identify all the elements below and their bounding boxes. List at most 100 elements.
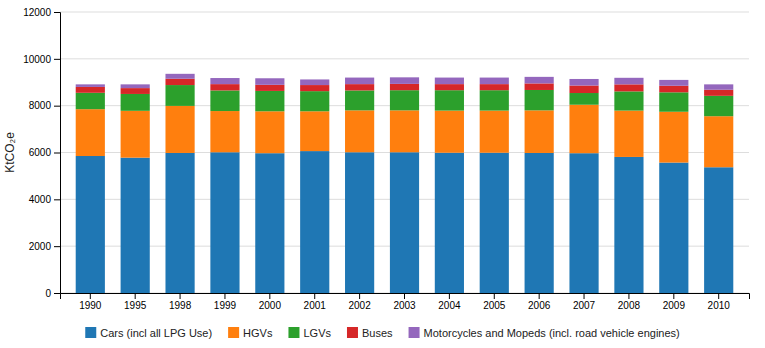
bar: [704, 84, 733, 89]
x-tick: 1990: [79, 293, 102, 311]
bar: [614, 111, 643, 157]
grid-line: [60, 12, 749, 13]
bar: [704, 116, 733, 167]
bar: [480, 78, 509, 85]
bar: [210, 152, 239, 293]
bar: [165, 79, 194, 85]
bar: [76, 87, 105, 93]
bar: [121, 88, 150, 94]
bar: [480, 90, 509, 110]
y-tick: 2000: [29, 241, 60, 252]
x-tick: 2000: [259, 293, 282, 311]
x-tick-label: 2000: [259, 300, 282, 311]
x-tick: 2001: [304, 293, 327, 311]
legend-item: LGVs: [288, 327, 331, 339]
x-tick-label: 2006: [528, 300, 551, 311]
chart: 0200040006000800010000120001990199519981…: [0, 0, 765, 348]
bar: [210, 90, 239, 111]
x-tick-mark: [539, 293, 540, 299]
y-tick-mark: [54, 293, 60, 294]
bar: [300, 85, 329, 91]
x-tick-label: 1990: [79, 300, 102, 311]
y-tick-label: 10000: [23, 54, 51, 65]
x-tick: 1999: [214, 293, 237, 311]
legend-item: Cars (incl all LPG Use): [85, 327, 212, 339]
bar: [300, 151, 329, 293]
legend-swatch: [228, 327, 239, 338]
x-tick: 2008: [618, 293, 641, 311]
x-tick-mark: [494, 293, 495, 299]
bar: [614, 157, 643, 293]
x-tick-label: 2002: [348, 300, 371, 311]
y-tick: 8000: [29, 100, 60, 111]
y-tick-mark: [54, 12, 60, 13]
x-tick: 2003: [393, 293, 416, 311]
bar: [121, 94, 150, 111]
bar: [659, 86, 688, 93]
legend-swatch: [409, 327, 420, 338]
y-tick: 6000: [29, 147, 60, 158]
bar: [345, 90, 374, 110]
bar: [525, 90, 554, 110]
bar: [704, 90, 733, 96]
bar: [525, 153, 554, 293]
bar: [300, 111, 329, 151]
x-tick-mark: [180, 293, 181, 299]
legend-swatch: [347, 327, 358, 338]
legend-label: HGVs: [243, 327, 273, 339]
x-tick-label: 1995: [124, 300, 147, 311]
bar: [435, 78, 464, 85]
legend-label: Buses: [362, 327, 393, 339]
x-tick: 2007: [573, 293, 596, 311]
bar: [210, 111, 239, 152]
series: [76, 105, 734, 168]
bar: [569, 79, 598, 86]
x-tick-mark: [673, 293, 674, 299]
x-tick-label: 1999: [214, 300, 237, 311]
x-tick: 1998: [169, 293, 192, 311]
bar: [480, 84, 509, 90]
y-axis-title: KtCO₂e: [3, 132, 17, 173]
bar: [435, 90, 464, 110]
bar: [390, 152, 419, 293]
bar: [76, 109, 105, 156]
legend-item: Buses: [347, 327, 393, 339]
x-tick: 2010: [708, 293, 731, 311]
bar: [569, 93, 598, 105]
bars: [76, 74, 734, 293]
bar: [165, 85, 194, 106]
bar: [435, 84, 464, 90]
x-tick-mark: [628, 293, 629, 299]
y-tick-label: 2000: [29, 241, 52, 252]
bar: [300, 91, 329, 111]
bar: [704, 167, 733, 293]
bar: [255, 153, 284, 293]
bar: [165, 106, 194, 153]
bar: [659, 92, 688, 111]
bar: [659, 163, 688, 293]
series: [76, 74, 734, 90]
bar: [525, 83, 554, 90]
y-tick-label: 12000: [23, 7, 51, 18]
legend: Cars (incl all LPG Use)HGVsLGVsBusesMoto…: [85, 327, 679, 339]
y-tick-label: 6000: [29, 147, 52, 158]
grid: [60, 12, 749, 293]
plot: 0200040006000800010000120001990199519981…: [23, 7, 749, 311]
x-tick: 1995: [124, 293, 147, 311]
x-tick-mark: [718, 293, 719, 299]
x-tick-mark: [90, 293, 91, 299]
bar: [390, 110, 419, 152]
bar: [659, 112, 688, 163]
y-tick-label: 0: [45, 288, 51, 299]
y-tick-mark: [54, 106, 60, 107]
x-tick: 2006: [528, 293, 551, 311]
x-tick-label: 2010: [708, 300, 731, 311]
legend-swatch: [288, 327, 299, 338]
bar: [435, 111, 464, 153]
bar: [255, 91, 284, 111]
x-tick-mark: [449, 293, 450, 299]
x-tick-mark: [584, 293, 585, 299]
bar: [76, 156, 105, 293]
bar: [121, 84, 150, 88]
bar: [121, 158, 150, 293]
